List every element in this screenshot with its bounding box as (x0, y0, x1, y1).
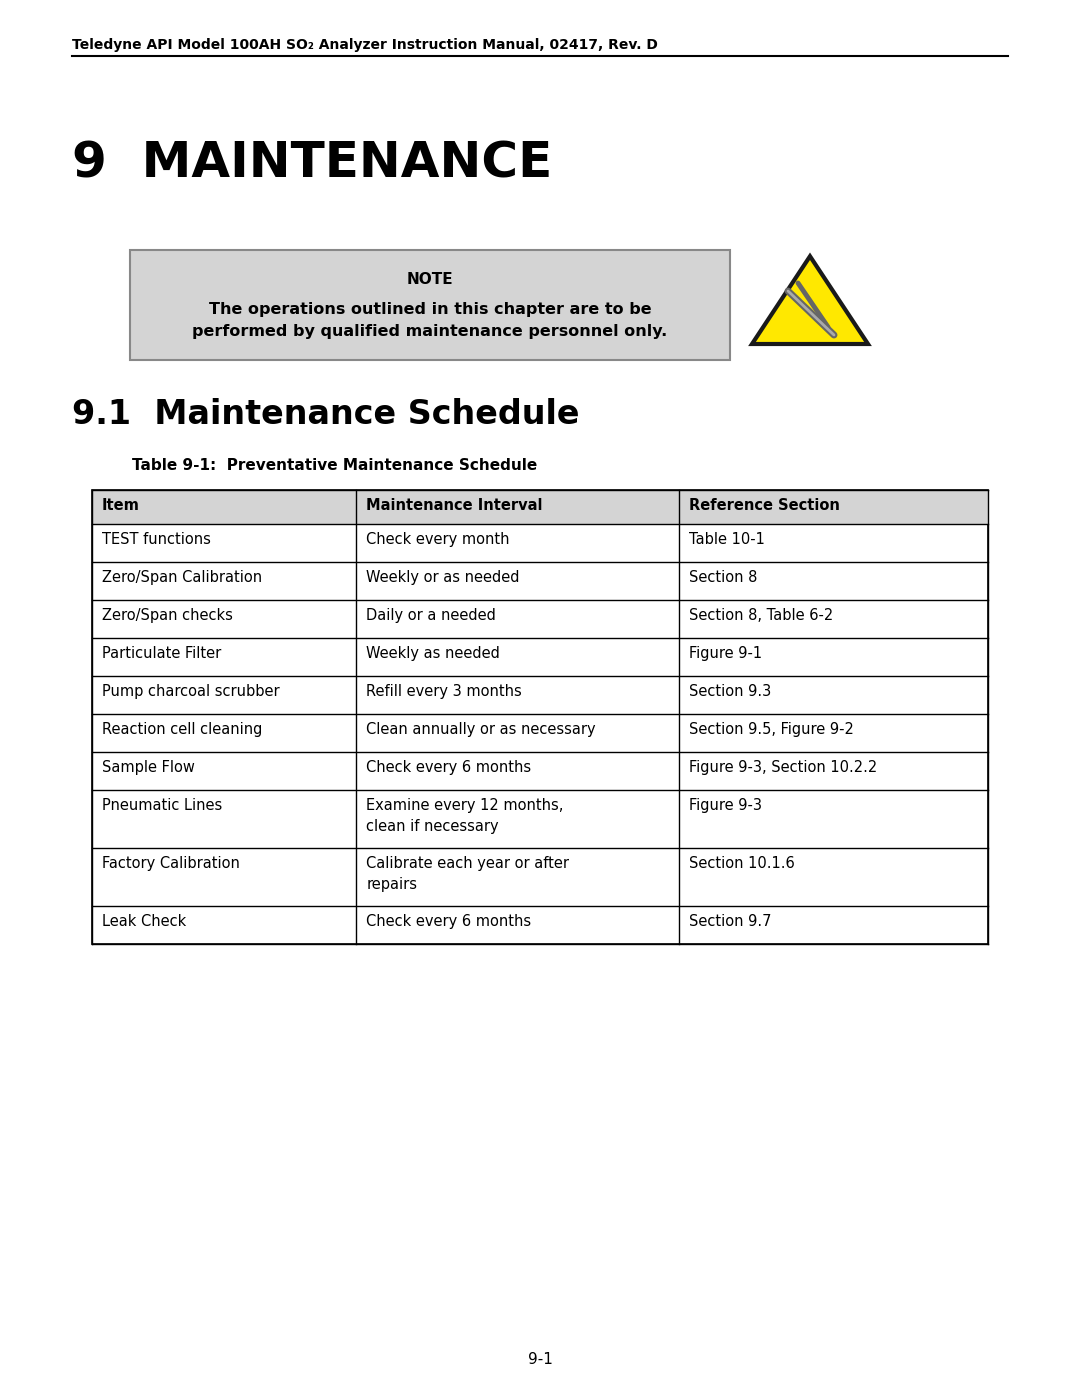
Text: Zero/Span Calibration: Zero/Span Calibration (102, 570, 262, 585)
Text: Section 9.3: Section 9.3 (689, 685, 771, 698)
Text: Examine every 12 months,
clean if necessary: Examine every 12 months, clean if necess… (366, 798, 564, 834)
FancyBboxPatch shape (92, 490, 988, 944)
Text: Weekly or as needed: Weekly or as needed (366, 570, 519, 585)
Text: Weekly as needed: Weekly as needed (366, 645, 500, 661)
Text: Section 9.5, Figure 9-2: Section 9.5, Figure 9-2 (689, 722, 854, 738)
Text: 9.1  Maintenance Schedule: 9.1 Maintenance Schedule (72, 398, 580, 432)
Text: 9-1: 9-1 (527, 1352, 553, 1368)
Text: Section 8: Section 8 (689, 570, 757, 585)
Text: Table 10-1: Table 10-1 (689, 532, 765, 548)
FancyBboxPatch shape (130, 250, 730, 360)
Text: Item: Item (102, 497, 140, 513)
Text: Table 9-1:  Preventative Maintenance Schedule: Table 9-1: Preventative Maintenance Sche… (132, 458, 537, 474)
Text: 9  MAINTENANCE: 9 MAINTENANCE (72, 140, 552, 189)
Text: Sample Flow: Sample Flow (102, 760, 194, 775)
Text: Clean annually or as necessary: Clean annually or as necessary (366, 722, 596, 738)
Text: NOTE: NOTE (407, 272, 454, 286)
Text: Figure 9-1: Figure 9-1 (689, 645, 762, 661)
Text: Factory Calibration: Factory Calibration (102, 856, 240, 870)
Text: Refill every 3 months: Refill every 3 months (366, 685, 522, 698)
Text: Figure 9-3: Figure 9-3 (689, 798, 761, 813)
Text: Figure 9-3, Section 10.2.2: Figure 9-3, Section 10.2.2 (689, 760, 877, 775)
Text: Teledyne API Model 100AH SO₂ Analyzer Instruction Manual, 02417, Rev. D: Teledyne API Model 100AH SO₂ Analyzer In… (72, 38, 658, 52)
Text: Leak Check: Leak Check (102, 914, 186, 929)
Text: Pump charcoal scrubber: Pump charcoal scrubber (102, 685, 280, 698)
Text: Check every 6 months: Check every 6 months (366, 760, 531, 775)
Text: Section 10.1.6: Section 10.1.6 (689, 856, 795, 870)
Text: Maintenance Interval: Maintenance Interval (366, 497, 543, 513)
Text: Check every month: Check every month (366, 532, 510, 548)
Text: Reaction cell cleaning: Reaction cell cleaning (102, 722, 262, 738)
Text: Check every 6 months: Check every 6 months (366, 914, 531, 929)
FancyBboxPatch shape (92, 490, 988, 524)
Text: Section 9.7: Section 9.7 (689, 914, 771, 929)
Text: Pneumatic Lines: Pneumatic Lines (102, 798, 222, 813)
Text: TEST functions: TEST functions (102, 532, 211, 548)
Text: Reference Section: Reference Section (689, 497, 840, 513)
Polygon shape (752, 256, 868, 344)
Text: Calibrate each year or after
repairs: Calibrate each year or after repairs (366, 856, 569, 893)
Text: Daily or a needed: Daily or a needed (366, 608, 496, 623)
Text: The operations outlined in this chapter are to be
performed by qualified mainten: The operations outlined in this chapter … (192, 302, 667, 339)
Text: Particulate Filter: Particulate Filter (102, 645, 221, 661)
Text: Section 8, Table 6-2: Section 8, Table 6-2 (689, 608, 833, 623)
Text: Zero/Span checks: Zero/Span checks (102, 608, 233, 623)
